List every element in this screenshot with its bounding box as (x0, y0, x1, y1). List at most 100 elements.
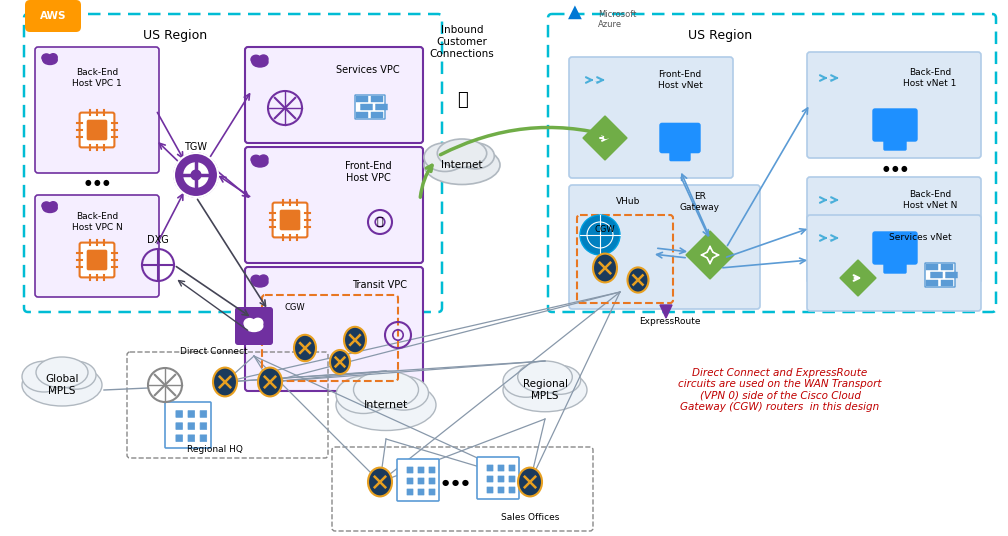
FancyBboxPatch shape (371, 96, 383, 102)
FancyBboxPatch shape (201, 411, 207, 418)
Ellipse shape (49, 202, 57, 209)
FancyBboxPatch shape (407, 467, 413, 473)
Text: AWS: AWS (39, 11, 67, 21)
FancyBboxPatch shape (188, 435, 195, 442)
FancyBboxPatch shape (498, 476, 504, 482)
Text: US Region: US Region (143, 28, 207, 41)
FancyBboxPatch shape (807, 177, 981, 283)
Ellipse shape (253, 318, 263, 327)
Ellipse shape (42, 54, 50, 62)
Ellipse shape (36, 357, 88, 388)
Ellipse shape (32, 7, 57, 23)
Ellipse shape (457, 143, 494, 169)
FancyBboxPatch shape (418, 489, 424, 495)
Text: Front-End
Host vNet: Front-End Host vNet (657, 70, 703, 90)
Circle shape (183, 163, 208, 187)
FancyBboxPatch shape (807, 215, 981, 311)
Text: ● ● ●: ● ● ● (883, 163, 907, 173)
FancyBboxPatch shape (487, 476, 493, 482)
Ellipse shape (213, 368, 237, 397)
Ellipse shape (518, 467, 542, 496)
FancyBboxPatch shape (165, 402, 211, 448)
FancyBboxPatch shape (926, 264, 938, 270)
FancyBboxPatch shape (272, 203, 307, 237)
FancyBboxPatch shape (884, 140, 906, 150)
Ellipse shape (251, 276, 261, 284)
FancyBboxPatch shape (88, 250, 107, 270)
Text: CGW: CGW (595, 226, 615, 235)
Text: ● ● ●: ● ● ● (442, 478, 469, 487)
Ellipse shape (259, 55, 268, 63)
FancyBboxPatch shape (235, 307, 273, 345)
Text: Front-End
Host VPC: Front-End Host VPC (345, 161, 391, 183)
Ellipse shape (378, 376, 428, 410)
Text: ● ● ●: ● ● ● (85, 177, 109, 187)
Ellipse shape (245, 321, 263, 331)
Ellipse shape (538, 366, 581, 394)
Text: Microsoft
Azure: Microsoft Azure (598, 10, 636, 29)
FancyBboxPatch shape (477, 457, 519, 499)
FancyBboxPatch shape (429, 467, 435, 473)
Text: US Region: US Region (687, 28, 752, 41)
FancyBboxPatch shape (941, 280, 953, 286)
Ellipse shape (251, 55, 261, 64)
FancyBboxPatch shape (355, 95, 385, 119)
Ellipse shape (294, 335, 316, 361)
FancyBboxPatch shape (176, 411, 182, 418)
Text: Back-End
Host vNet N: Back-End Host vNet N (903, 190, 958, 210)
FancyBboxPatch shape (418, 467, 424, 473)
FancyBboxPatch shape (176, 435, 182, 442)
FancyBboxPatch shape (873, 109, 917, 141)
Text: 👤: 👤 (377, 217, 383, 227)
Ellipse shape (244, 318, 255, 328)
Ellipse shape (354, 371, 418, 408)
Ellipse shape (49, 54, 57, 61)
FancyBboxPatch shape (25, 0, 81, 32)
Ellipse shape (252, 277, 268, 287)
Text: Inbound
Customer
Connections: Inbound Customer Connections (429, 25, 494, 58)
Text: ...: ... (829, 75, 836, 81)
Ellipse shape (43, 4, 57, 17)
FancyBboxPatch shape (35, 195, 159, 297)
Text: ...: ... (829, 197, 836, 203)
FancyBboxPatch shape (361, 104, 373, 110)
Text: ▲: ▲ (569, 3, 582, 21)
FancyBboxPatch shape (418, 478, 424, 484)
Text: Internet: Internet (364, 400, 408, 410)
Ellipse shape (251, 155, 261, 164)
Text: DXG: DXG (147, 235, 169, 245)
FancyBboxPatch shape (376, 104, 387, 110)
Text: ER
Gateway: ER Gateway (680, 192, 720, 212)
Text: Services vNet: Services vNet (889, 234, 952, 242)
Text: Back-End
Host vNet 1: Back-End Host vNet 1 (903, 68, 957, 88)
Ellipse shape (258, 368, 282, 397)
FancyBboxPatch shape (930, 272, 942, 278)
FancyBboxPatch shape (487, 465, 493, 471)
FancyBboxPatch shape (80, 113, 114, 147)
Text: Internet: Internet (442, 160, 483, 170)
Ellipse shape (56, 361, 96, 389)
Text: ...: ... (829, 235, 836, 241)
FancyBboxPatch shape (356, 96, 368, 102)
FancyBboxPatch shape (884, 263, 906, 273)
Ellipse shape (42, 204, 57, 212)
Text: Back-End
Host VPC 1: Back-End Host VPC 1 (73, 68, 122, 88)
Text: CGW: CGW (284, 303, 305, 312)
FancyBboxPatch shape (407, 478, 413, 484)
FancyBboxPatch shape (201, 435, 207, 442)
Text: Regional
MPLS: Regional MPLS (522, 379, 568, 401)
FancyBboxPatch shape (88, 121, 107, 139)
Ellipse shape (503, 366, 549, 397)
Ellipse shape (628, 267, 648, 293)
Ellipse shape (259, 275, 268, 283)
Ellipse shape (252, 57, 268, 67)
Ellipse shape (437, 139, 487, 168)
Circle shape (580, 215, 620, 255)
FancyBboxPatch shape (35, 47, 159, 173)
Text: Regional HQ: Regional HQ (187, 445, 243, 455)
Polygon shape (840, 260, 876, 296)
Text: Direct Connect: Direct Connect (180, 347, 248, 356)
FancyBboxPatch shape (407, 489, 413, 495)
FancyBboxPatch shape (670, 151, 690, 161)
FancyBboxPatch shape (807, 52, 981, 158)
